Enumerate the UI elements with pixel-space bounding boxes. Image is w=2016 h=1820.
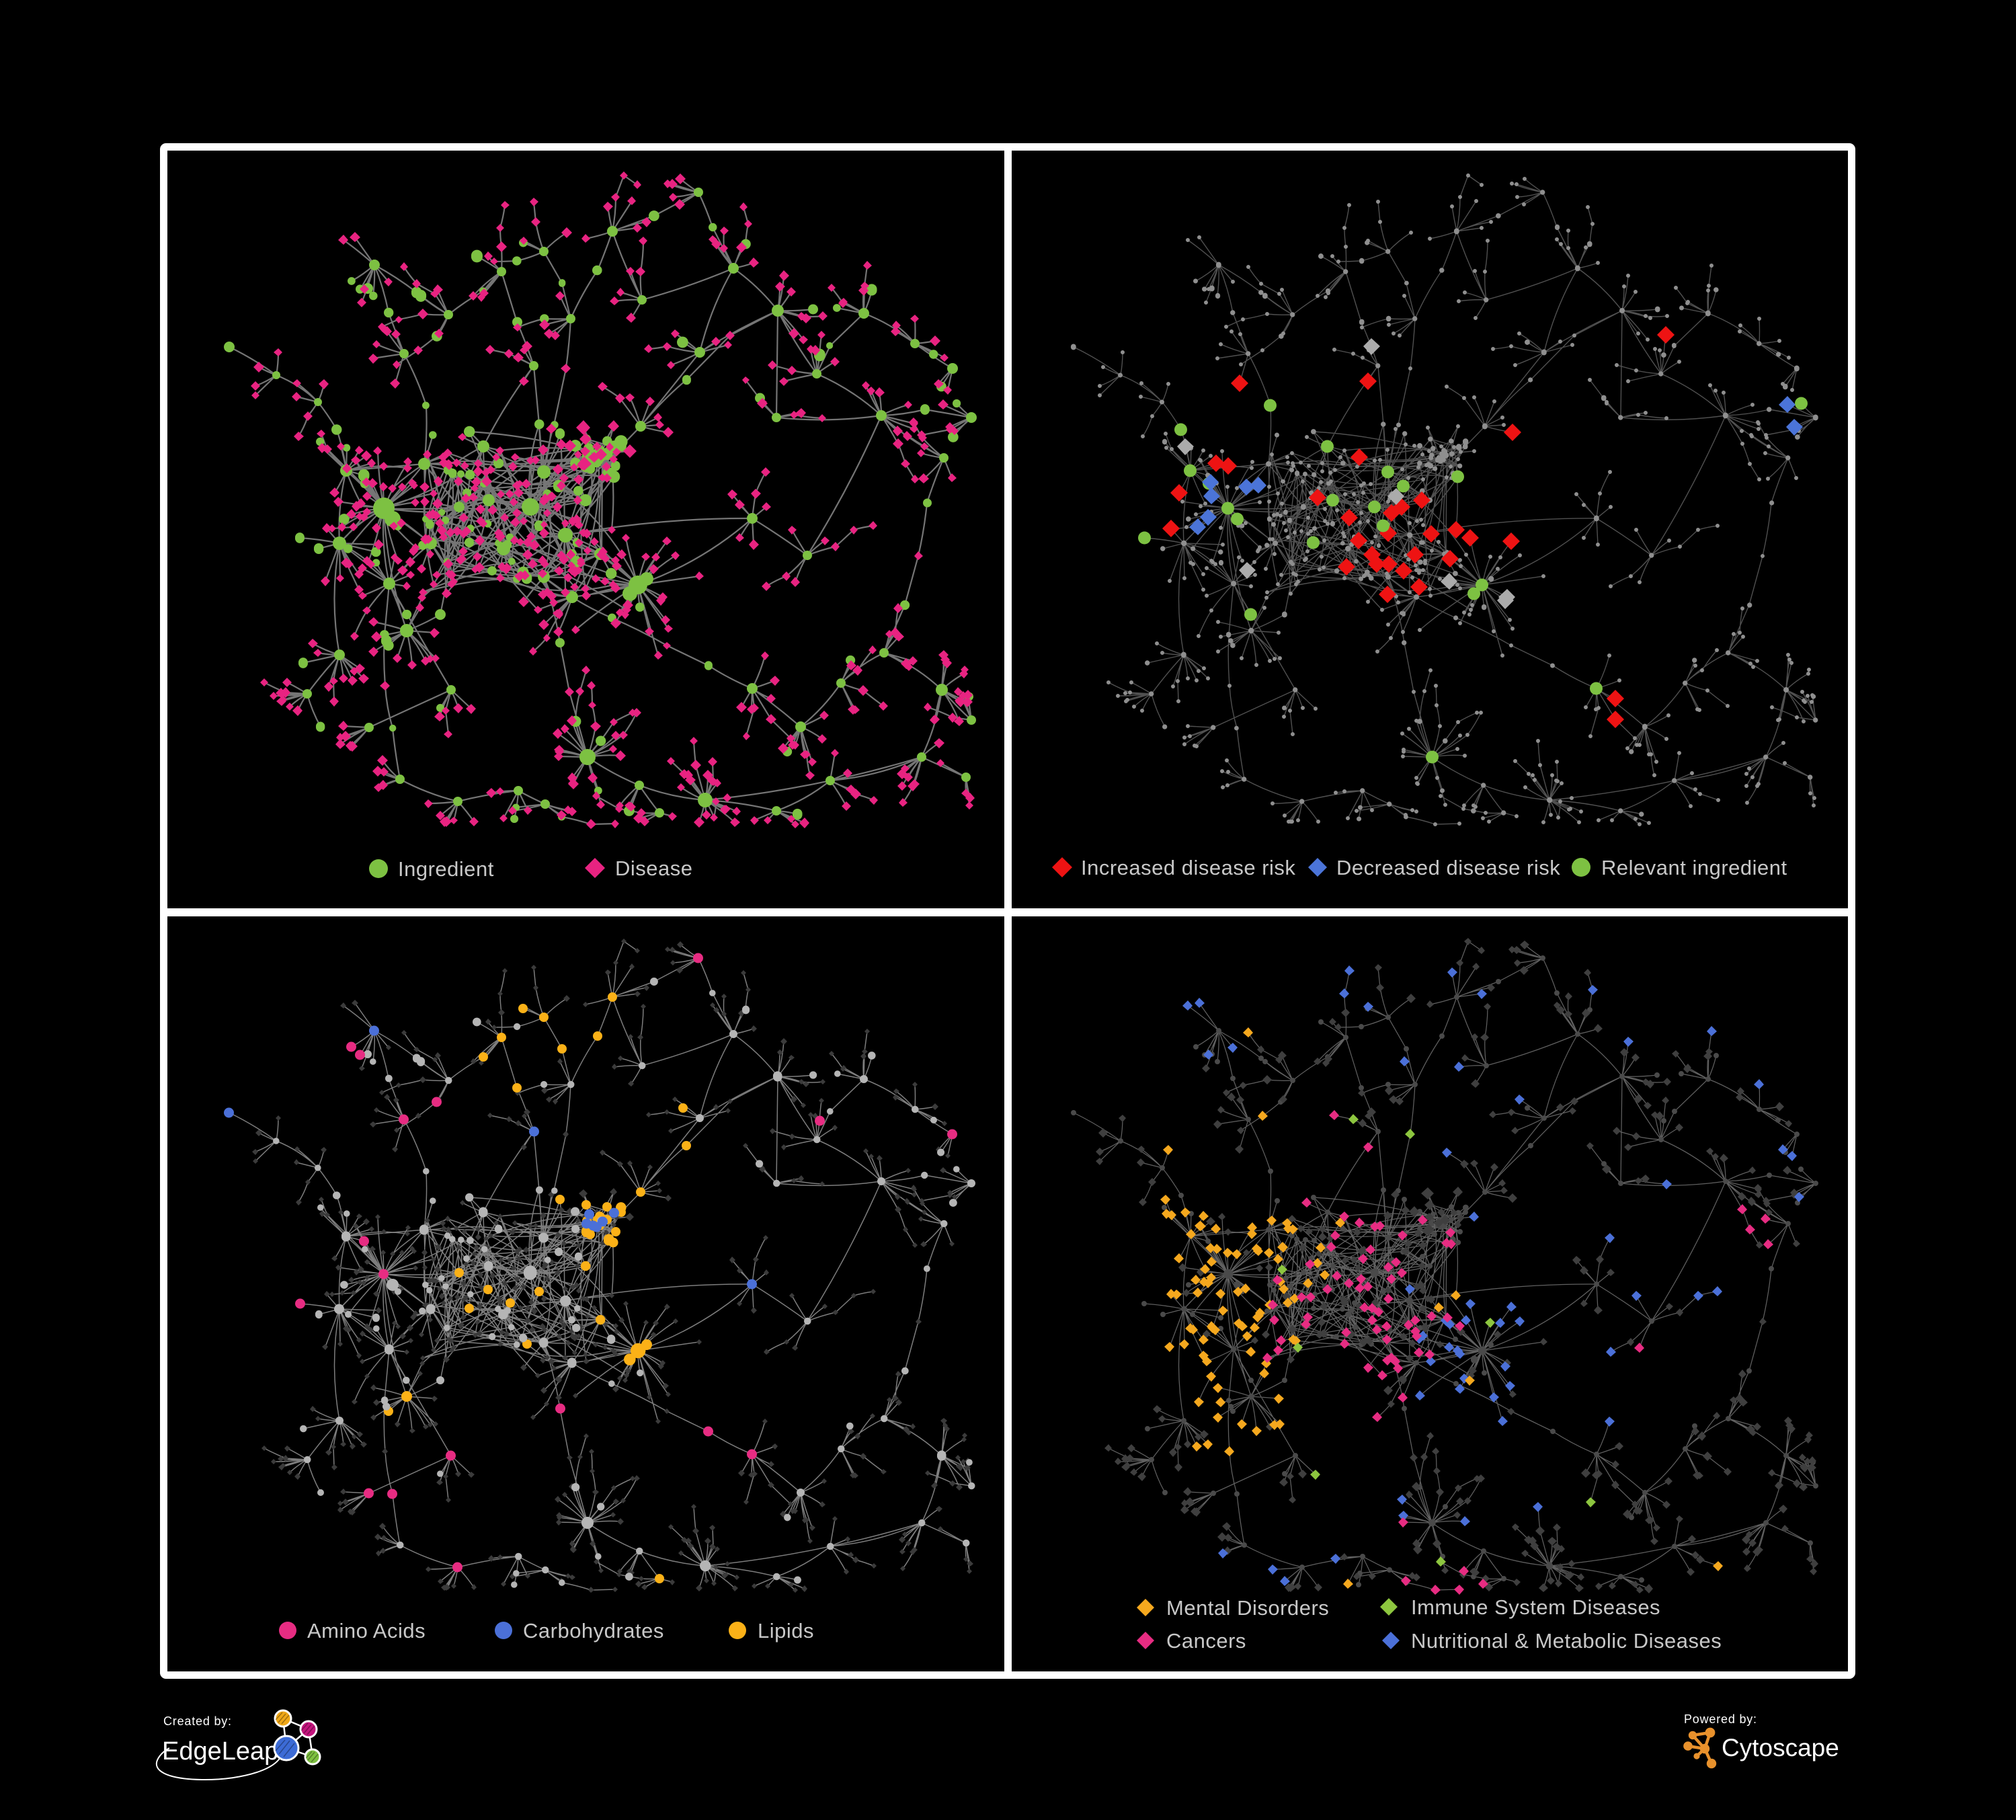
svg-text:Lipids: Lipids — [758, 1619, 814, 1643]
svg-text:Powered by:: Powered by: — [1684, 1712, 1757, 1726]
svg-text:Ingredient: Ingredient — [398, 857, 494, 881]
svg-text:Relevant ingredient: Relevant ingredient — [1601, 856, 1787, 879]
svg-text:Decreased disease risk: Decreased disease risk — [1336, 856, 1560, 879]
svg-text:Mental Disorders: Mental Disorders — [1166, 1596, 1329, 1620]
svg-text:EdgeLeap: EdgeLeap — [162, 1737, 278, 1766]
svg-text:Cytoscape: Cytoscape — [1722, 1734, 1839, 1762]
svg-text:Immune System Diseases: Immune System Diseases — [1411, 1595, 1660, 1619]
svg-text:Cancers: Cancers — [1166, 1629, 1246, 1653]
svg-text:Nutritional & Metabolic Diseas: Nutritional & Metabolic Diseases — [1411, 1629, 1722, 1653]
svg-text:Amino Acids: Amino Acids — [307, 1619, 426, 1643]
svg-text:Disease: Disease — [615, 857, 693, 880]
svg-text:Created by:: Created by: — [163, 1714, 232, 1728]
svg-text:Carbohydrates: Carbohydrates — [523, 1619, 664, 1643]
svg-text:Increased disease risk: Increased disease risk — [1081, 856, 1295, 879]
